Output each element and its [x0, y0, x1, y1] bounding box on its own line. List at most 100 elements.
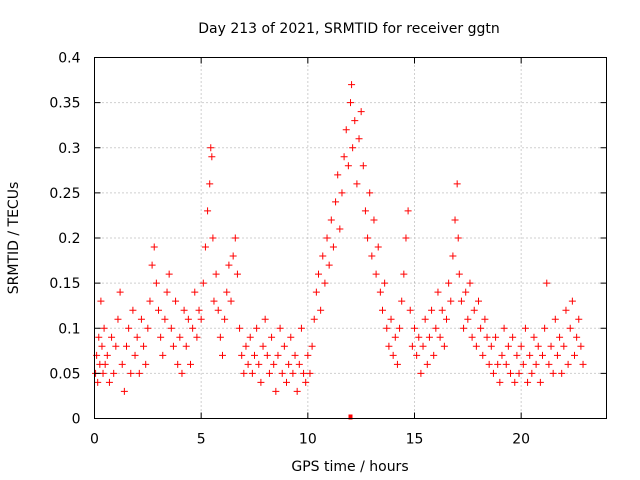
data-point [541, 324, 549, 332]
data-point [517, 342, 525, 350]
data-point [310, 315, 318, 323]
data-point [513, 351, 521, 359]
data-point [161, 315, 169, 323]
data-point [436, 333, 444, 341]
data-point [238, 351, 246, 359]
data-point [543, 279, 551, 287]
data-point [558, 369, 566, 377]
data-point [300, 369, 308, 377]
data-point [447, 297, 455, 305]
data-point [169, 342, 177, 350]
data-point [214, 306, 222, 314]
data-point [502, 360, 510, 368]
data-point [477, 324, 485, 332]
data-point [579, 360, 587, 368]
data-point [163, 288, 171, 296]
data-point [210, 297, 218, 305]
data-point [321, 279, 329, 287]
data-point [539, 351, 546, 359]
y-tick-label: 0.1 [58, 321, 80, 337]
data-point [108, 333, 116, 341]
data-point [199, 279, 207, 287]
data-point [191, 288, 199, 296]
data-points [92, 81, 587, 420]
data-point [428, 306, 436, 314]
data-point [389, 351, 397, 359]
data-point [332, 198, 340, 206]
x-tick-label: 5 [197, 432, 206, 448]
data-point [421, 315, 429, 323]
data-point [125, 324, 133, 332]
x-tick-label: 0 [90, 432, 99, 448]
data-point [209, 234, 217, 242]
data-point [221, 315, 229, 323]
data-point [566, 324, 574, 332]
data-point [276, 324, 284, 332]
data-point [204, 207, 212, 215]
data-point [396, 324, 404, 332]
data-point [131, 351, 139, 359]
data-point [511, 378, 519, 386]
data-point [560, 342, 568, 350]
data-point [99, 369, 107, 377]
data-point [144, 324, 152, 332]
data-point [142, 360, 150, 368]
data-point [251, 351, 258, 359]
data-point [573, 333, 581, 341]
data-point [408, 342, 416, 350]
data-point [105, 378, 113, 386]
data-point [500, 324, 508, 332]
data-point [496, 378, 504, 386]
data-point [489, 369, 497, 377]
y-tick-label: 0.4 [58, 51, 80, 67]
data-point [172, 297, 180, 305]
data-point [457, 297, 465, 305]
data-point [293, 387, 301, 395]
data-point [334, 171, 342, 179]
y-tick-labels: 0 0.05 0.1 0.15 0.2 0.25 0.3 0.35 0.4 [49, 51, 80, 428]
data-point [150, 243, 158, 251]
data-point [140, 342, 148, 350]
data-point [372, 270, 380, 278]
data-point [189, 324, 197, 332]
data-point [492, 333, 500, 341]
data-point [308, 342, 316, 350]
data-point [176, 333, 184, 341]
data-point [462, 288, 470, 296]
data-point [504, 342, 512, 350]
data-point [319, 252, 327, 260]
data-point [355, 135, 363, 143]
data-point [393, 360, 401, 368]
data-point [440, 342, 448, 350]
data-point [255, 360, 263, 368]
y-tick-label: 0.2 [58, 231, 80, 247]
data-point [451, 216, 459, 224]
data-point [381, 279, 389, 287]
data-point [342, 126, 350, 134]
data-point [434, 288, 442, 296]
data-point [110, 369, 118, 377]
data-point [443, 315, 450, 323]
data-point [312, 288, 320, 296]
data-point [197, 315, 205, 323]
data-point [515, 369, 523, 377]
data-point [165, 270, 173, 278]
data-point [419, 342, 427, 350]
data-point [231, 234, 239, 242]
data-point [406, 306, 414, 314]
data-point [157, 333, 165, 341]
y-tick-label: 0.15 [49, 276, 80, 292]
data-point [182, 342, 190, 350]
data-point [519, 360, 527, 368]
data-point [304, 351, 312, 359]
data-point [481, 315, 489, 323]
data-point [187, 360, 194, 368]
data-point [127, 369, 135, 377]
data-point [274, 351, 282, 359]
data-point [364, 234, 372, 242]
data-point [155, 306, 162, 314]
data-point [103, 351, 111, 359]
data-point [329, 243, 337, 251]
data-point [366, 189, 374, 197]
data-point [507, 369, 514, 377]
